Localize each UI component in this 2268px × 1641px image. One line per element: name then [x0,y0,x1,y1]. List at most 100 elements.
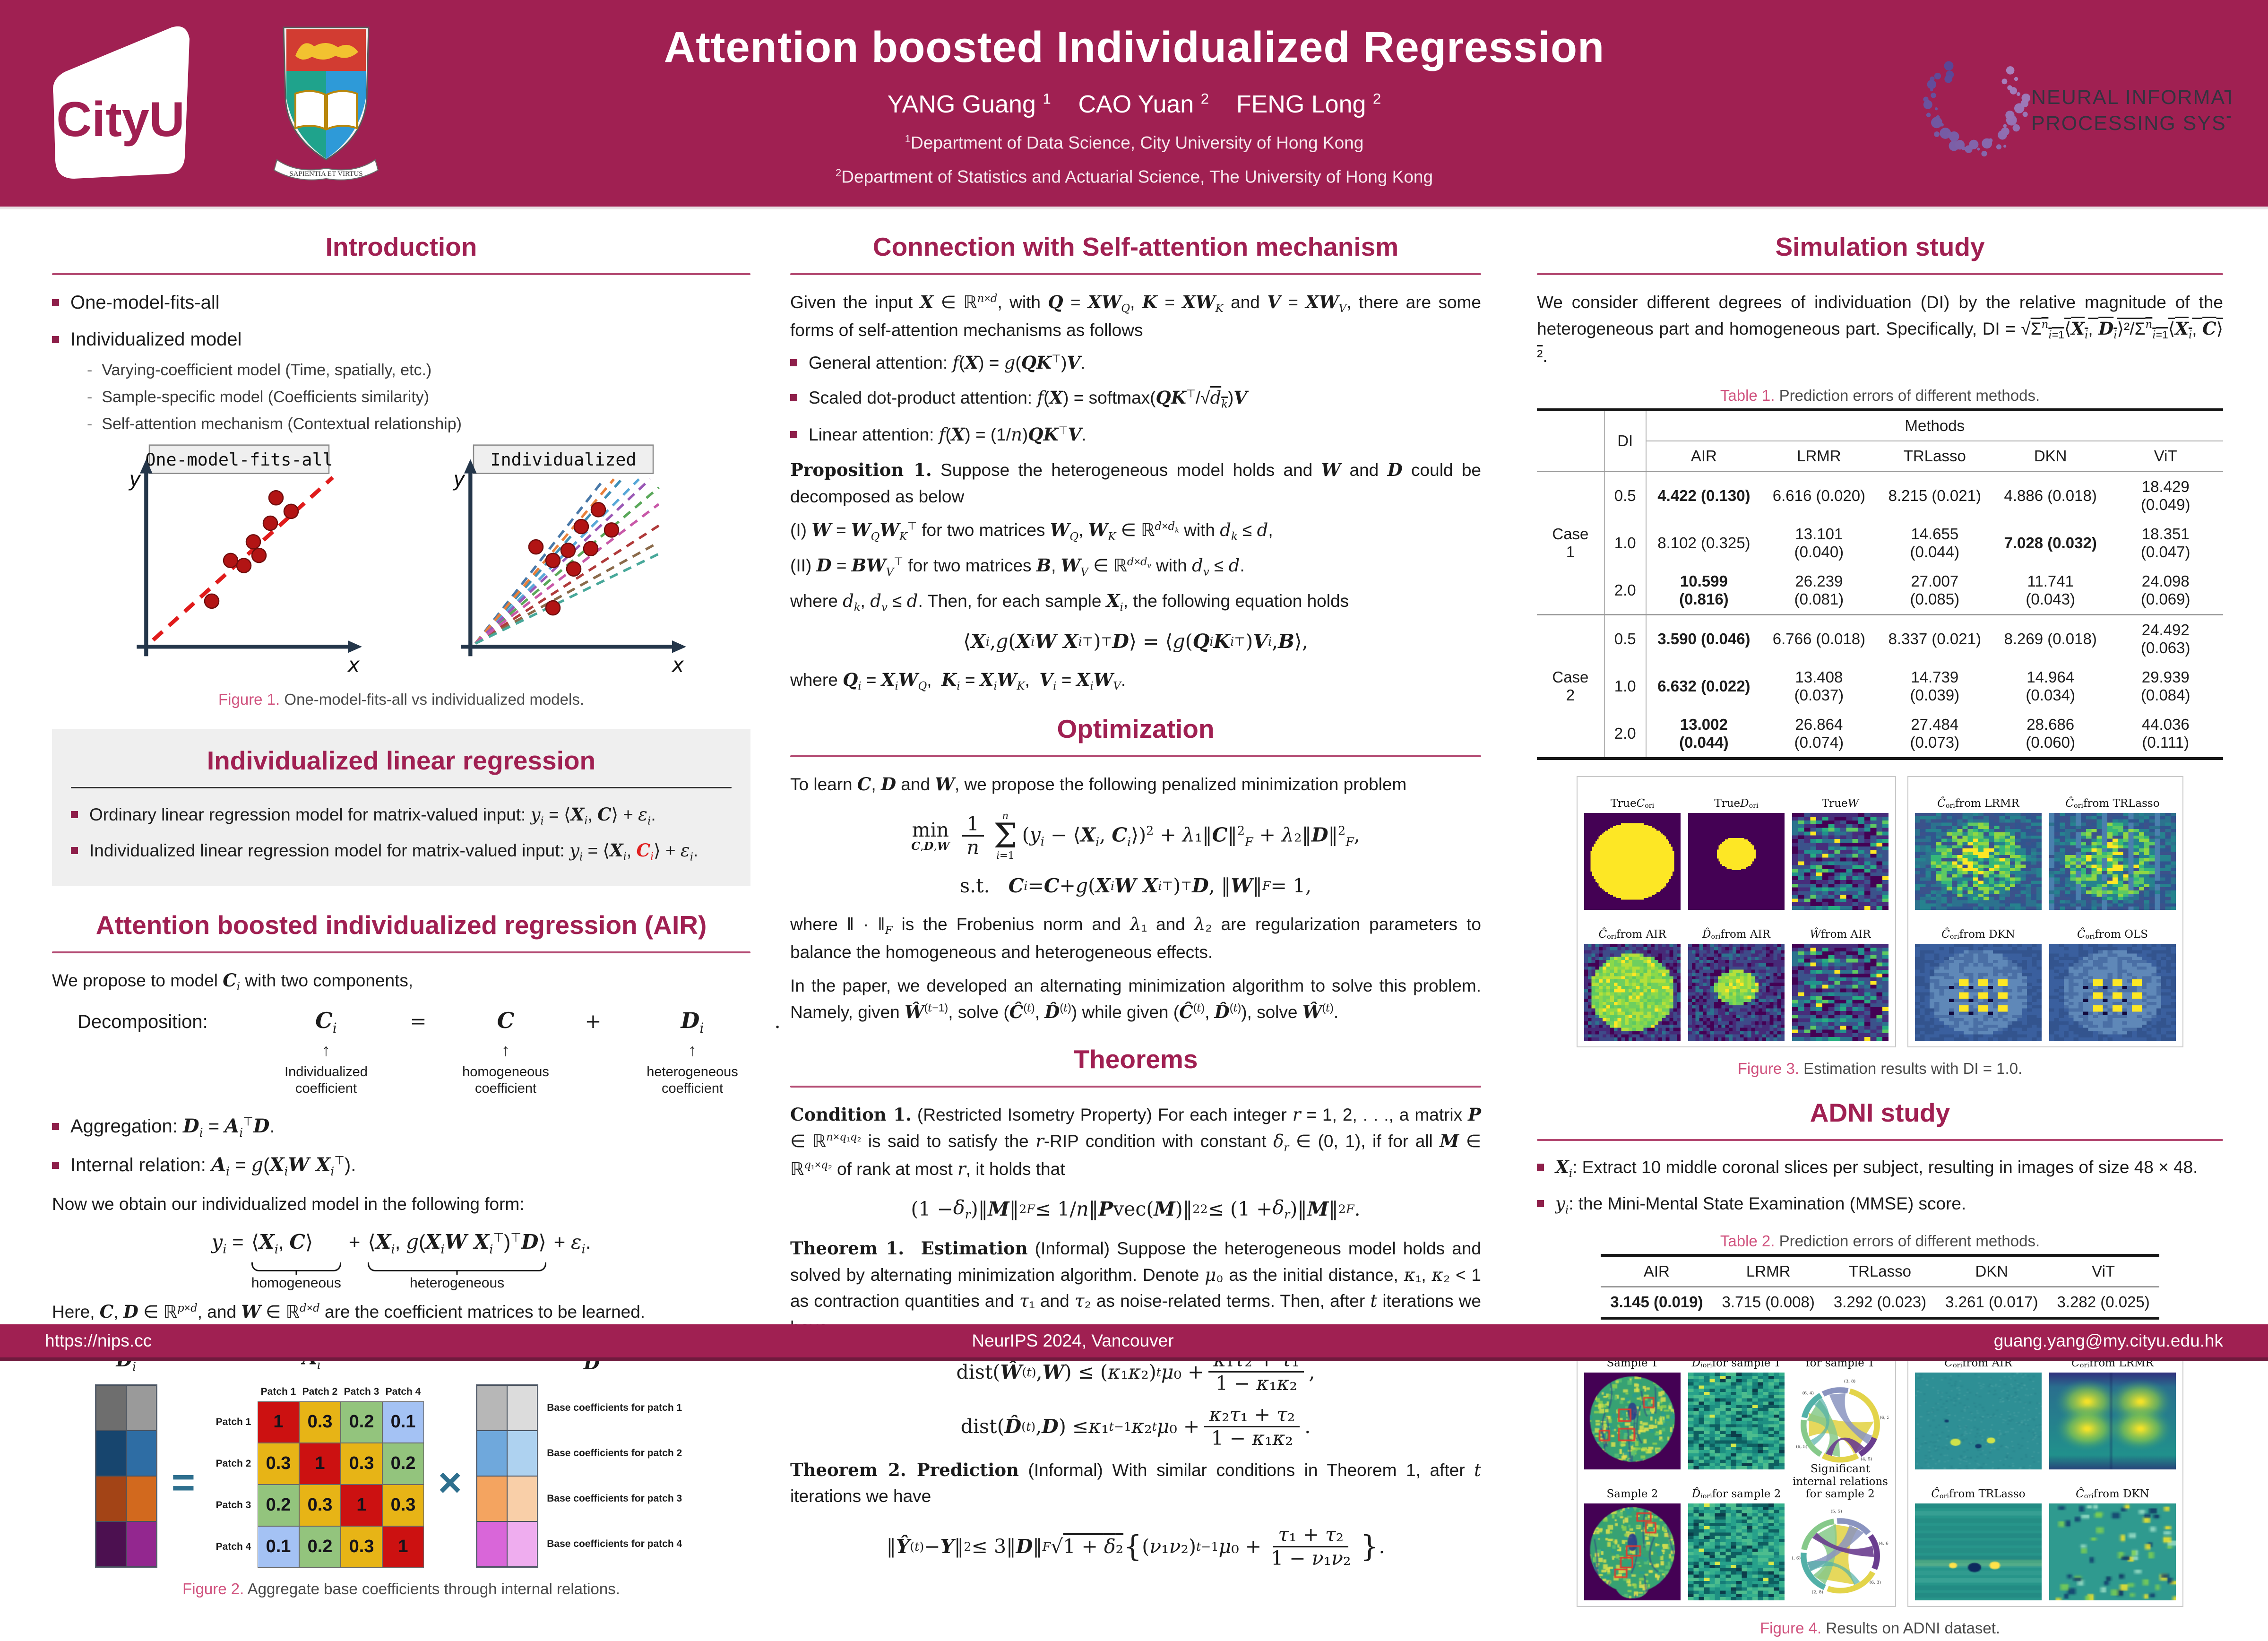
air-here: Here, C, D ∈ ℝp×d, and W ∈ ℝd×d are the … [52,1301,646,1322]
heatmap-canvas [1584,1503,1681,1600]
error-value: 14.964 (0.034) [2026,668,2075,704]
data-point [236,558,252,573]
poster-root: { "colors":{"accent":"#a02052","rule_pin… [0,0,2268,1361]
section-heading-theorems: Theorems [1073,1045,1198,1074]
header-band: CityU SAPIENTIA ET VIRTUS Attention boos… [0,0,2268,207]
heatmap-canvas [1915,1372,2042,1469]
heatmap-canvas [2049,1503,2176,1600]
method-name: AIR [1646,440,1762,472]
up-arrow-icon: ↑ [501,1040,510,1060]
case-label: Case 2 [1537,613,1604,759]
x-axis-label: x [347,654,360,677]
di-value: 2.0 [1604,566,1647,615]
error-value: 18.429 (0.049) [2140,477,2190,513]
fig2-di-block: Di [95,1349,157,1568]
error-value: 3.282 (0.025) [2057,1293,2150,1311]
individual-line [474,478,651,645]
matrix-value-cell: 0.2 [258,1484,299,1526]
individual-line [474,478,615,645]
section-individualized-linear-regression: Individualized linear regression Ordinar… [52,729,750,886]
panel-title: D̂ i ori for sample 2 [1691,1488,1781,1501]
model-equation: yi = ⟨Xi, C⟩ + ⟨Xi, g(XiW Xi⊤)⊤D⟩ + εi. … [211,1230,591,1291]
intro-bullet-2: Individualized model [52,326,750,353]
data-point [590,502,606,518]
error-value: 27.007 (0.085) [1910,572,1960,608]
heatmap-canvas [1792,1372,1889,1469]
error-value: 8.102 (0.325) [1657,534,1751,552]
error-value: 3.292 (0.023) [1833,1293,1927,1311]
base-coeff-label: Base coefficients for patch 3 [547,1493,682,1504]
heatmap-panel: Sample 1 [1584,1342,1681,1469]
attention-paragraph: Given the input X ∈ ℝn×d, with Q = XWQ, … [790,292,1482,340]
up-arrow-icon: ↑ [688,1040,697,1060]
attention-bullet-linear: Linear attention: f(X) = (1/n)QK⊤V. [790,423,1481,447]
column-methods: Connection with Self-attention mechanism… [790,218,1481,1584]
figure1-caption: Figure 1. One-model-fits-all vs individu… [218,691,584,708]
matrix-cell [95,1521,126,1567]
figure1-panel2-title: Individualized [491,449,637,470]
attention-bullet-scaled: Scaled dot-product attention: f(X) = sof… [790,386,1481,412]
matrix-cell [477,1521,508,1567]
heading-rule [52,951,750,953]
data-point [245,534,261,550]
equals-symbol: = [171,1460,195,1505]
condition1-head: Condition 1. (Restricted Isometry Proper… [790,1104,1481,1179]
heatmap-canvas [1915,812,2042,910]
matrix-value-cell: 1 [258,1401,299,1443]
error-value: 8.215 (0.021) [1888,486,1981,504]
heatmap-canvas [1792,943,1889,1041]
error-value: 14.655 (0.044) [1910,525,1960,561]
di-value: 0.5 [1604,471,1647,519]
data-point [604,522,620,538]
method-names-row: AIR LRMR TRLasso DKN ViT [1601,1255,2159,1287]
heatmap-canvas [1688,943,1785,1041]
table-header-row: DI Methods [1537,409,2223,472]
decomposition-block: Decomposition: Ci = C + Di . ↑ ↑ ↑ Indiv… [66,1008,781,1097]
error-value: 11.741 (0.043) [2026,572,2075,608]
case-label: Case 1 [1552,525,1589,561]
poster-authors: YANG Guang 1 CAO Yuan 2 FENG Long 2 [887,90,1381,118]
matrix-cell [507,1385,538,1431]
affiliation-1: 1Department of Data Science, City Univer… [905,133,1364,153]
matrix-value-cell: 0.3 [341,1526,382,1568]
heterogeneous-term: ⟨Xi, g(XiW Xi⊤)⊤D⟩ [368,1230,546,1257]
heading-rule-dark [71,787,732,788]
air-internal-relation: Internal relation: Ai = g(XiW Xi⊤). [52,1152,750,1181]
underbrace [251,1262,341,1271]
matrix-cell [95,1385,126,1431]
footer-venue: NeurIPS 2024, Vancouver [972,1331,1174,1350]
base-coeff-label: Base coefficients for patch 2 [547,1447,682,1459]
section-heading-simulation: Simulation study [1775,232,1985,261]
matrix-value-cell: 0.1 [382,1401,424,1443]
panel-title: Sample 2 [1606,1488,1658,1501]
footer-email-link[interactable]: guang.yang@my.cityu.edu.hk [1993,1331,2223,1350]
matrix-value-cell: 0.3 [299,1401,341,1443]
heatmap-panel: D̂ i ori for sample 1 [1688,1342,1785,1469]
neurips-logo-icon [1923,61,2031,157]
data-points-group [528,502,620,616]
data-point [283,503,299,519]
data-point [573,518,589,535]
heatmap-canvas [1688,812,1785,910]
decomp-label-1: Individualized coefficient [285,1064,368,1096]
individual-line [474,541,660,645]
section-heading-adni: ADNI study [1810,1097,1950,1127]
footer-url-link[interactable]: https://nips.cc [45,1331,152,1350]
matrix-value-cell: 0.3 [258,1442,299,1485]
theorem2-equation: ‖ Ŷ (t) − Y ‖ 2 ≤ 3‖ D ‖ F √ 1 + δ₂{(ν ₁ ν ₂) t−1 μ ₀ +… [886,1523,1385,1570]
matrix-value-cell: 0.2 [299,1526,341,1568]
table-row: Case 1 0.5 4.422 (0.130) 6.616 (0.020) 8.215… [1537,471,2223,561]
error-value: 7.028 (0.032) [2004,534,2097,552]
matrix-value-cell: 0.3 [341,1442,382,1485]
data-point [223,553,239,569]
